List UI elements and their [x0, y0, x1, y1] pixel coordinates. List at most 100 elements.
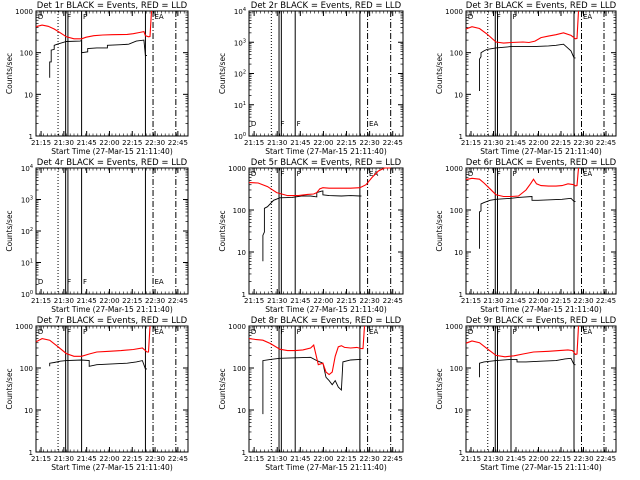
panel-title: Det 5r BLACK = Events, RED = LLD	[251, 158, 402, 168]
marker-letter: F	[67, 13, 71, 21]
series-line-events	[262, 356, 362, 415]
x-tick-label: 22:00	[313, 297, 333, 305]
x-tick-label: 22:45	[168, 297, 188, 305]
y-tick-label: 10	[454, 91, 463, 99]
x-tick-label: 22:45	[168, 139, 188, 147]
x-axis-label: Start Time (27-Mar-15 21:11:40)	[51, 147, 173, 156]
x-tick-label: 21:30	[483, 139, 503, 147]
x-tick-label: 21:45	[290, 297, 310, 305]
panel-title: Det 3r BLACK = Events, RED = LLD	[466, 1, 617, 11]
x-tick-label: 22:15	[122, 297, 142, 305]
series-line-lld	[35, 10, 153, 40]
x-axis-label: Start Time (27-Mar-15 21:11:40)	[265, 463, 387, 472]
panel-title: Det 9r BLACK = Events, RED = LLD	[466, 316, 617, 326]
y-axis-label: Counts/sec	[218, 210, 227, 251]
panel-title: Det 2r BLACK = Events, RED = LLD	[251, 1, 402, 11]
panel-6: Det 6r BLACK = Events, RED = LLD 1 10 100 10…	[435, 158, 617, 314]
y-tick-label: 100	[233, 365, 246, 373]
marker-letter: EA	[369, 328, 378, 336]
x-tick-label: 21:15	[244, 455, 264, 463]
marker-letter: F	[297, 328, 301, 336]
marker-letter: D	[38, 13, 43, 21]
x-tick-label: 21:15	[244, 139, 264, 147]
x-tick-label: 21:30	[483, 455, 503, 463]
panel-title: Det 1r BLACK = Events, RED = LLD	[37, 1, 188, 11]
y-tick-label: 1	[242, 449, 246, 457]
x-tick-label: 21:30	[54, 297, 74, 305]
x-tick-label: 22:00	[528, 455, 548, 463]
y-axis-label: Counts/sec	[435, 210, 444, 251]
series-line-lld	[465, 10, 580, 44]
x-tick-label: 22:45	[383, 139, 403, 147]
y-tick-label: 104	[21, 164, 33, 173]
x-axis-label: Start Time (27-Mar-15 21:11:40)	[480, 463, 602, 472]
panel-title: Det 8r BLACK = Events, RED = LLD	[251, 316, 402, 326]
y-tick-label: 1	[459, 133, 463, 141]
x-tick-label: 22:15	[551, 297, 571, 305]
x-axis-label: Start Time (27-Mar-15 21:11:40)	[480, 305, 602, 314]
marker-letter: D	[468, 328, 473, 336]
x-tick-label: 22:30	[573, 139, 593, 147]
x-tick-label: 22:15	[122, 455, 142, 463]
marker-letter: F	[512, 13, 516, 21]
marker-letter: F	[280, 120, 284, 128]
panel-title: Det 7r BLACK = Events, RED = LLD	[37, 316, 188, 326]
x-tick-label: 21:45	[77, 297, 97, 305]
marker-letter: D	[251, 170, 256, 178]
y-axis-label: Counts/sec	[435, 368, 444, 409]
x-tick-label: 22:15	[336, 297, 356, 305]
marker-letter: EA	[583, 328, 592, 336]
x-axis-label: Start Time (27-Mar-15 21:11:40)	[51, 463, 173, 472]
y-tick-label: 1000	[445, 323, 463, 331]
marker-letter: F	[67, 278, 71, 286]
marker-letter: F	[512, 170, 516, 178]
x-tick-label: 22:15	[336, 139, 356, 147]
marker-letter: F	[83, 328, 87, 336]
y-tick-label: 100	[20, 50, 33, 58]
panel-7: Det 7r BLACK = Events, RED = LLD 1 10 100 10…	[5, 316, 189, 472]
y-tick-label: 100	[450, 207, 463, 215]
x-tick-label: 21:30	[267, 455, 287, 463]
marker-letter: F	[83, 13, 87, 21]
x-axis-label: Start Time (27-Mar-15 21:11:40)	[265, 305, 387, 314]
y-tick-label: 102	[234, 70, 246, 79]
x-tick-label: 22:30	[573, 297, 593, 305]
x-tick-label: 22:45	[168, 455, 188, 463]
x-axis-label: Start Time (27-Mar-15 21:11:40)	[480, 147, 602, 156]
y-tick-label: 1	[242, 291, 246, 299]
x-tick-label: 22:30	[145, 455, 165, 463]
marker-letter: F	[67, 328, 71, 336]
x-tick-label: 22:00	[528, 297, 548, 305]
x-tick-label: 22:30	[360, 139, 380, 147]
y-tick-label: 102	[21, 227, 33, 236]
x-axis-label: Start Time (27-Mar-15 21:11:40)	[51, 305, 173, 314]
x-tick-label: 22:45	[383, 297, 403, 305]
x-tick-label: 21:45	[290, 139, 310, 147]
y-tick-label: 100	[234, 132, 246, 141]
marker-letter: F	[512, 328, 516, 336]
y-tick-label: 1	[459, 449, 463, 457]
marker-letter: EA	[583, 170, 592, 178]
marker-letter: D	[251, 328, 256, 336]
y-tick-label: 1000	[228, 323, 246, 331]
y-tick-label: 1000	[15, 323, 33, 331]
y-tick-label: 103	[21, 196, 33, 205]
panel-5: Det 5r BLACK = Events, RED = LLD 1 10 100 10…	[218, 158, 404, 314]
x-tick-label: 22:30	[145, 297, 165, 305]
series-line-events	[479, 196, 576, 249]
y-tick-label: 100	[20, 365, 33, 373]
marker-letter: F	[497, 170, 501, 178]
y-tick-label: 10	[237, 249, 246, 257]
x-tick-label: 22:45	[596, 455, 616, 463]
y-tick-label: 10	[454, 407, 463, 415]
y-axis-label: Counts/sec	[218, 53, 227, 94]
x-tick-label: 22:45	[596, 139, 616, 147]
x-tick-label: 22:00	[313, 139, 333, 147]
x-tick-label: 22:00	[313, 455, 333, 463]
y-tick-label: 10	[237, 407, 246, 415]
marker-letter: D	[468, 13, 473, 21]
series-line-lld	[35, 325, 151, 357]
x-tick-label: 22:15	[551, 455, 571, 463]
